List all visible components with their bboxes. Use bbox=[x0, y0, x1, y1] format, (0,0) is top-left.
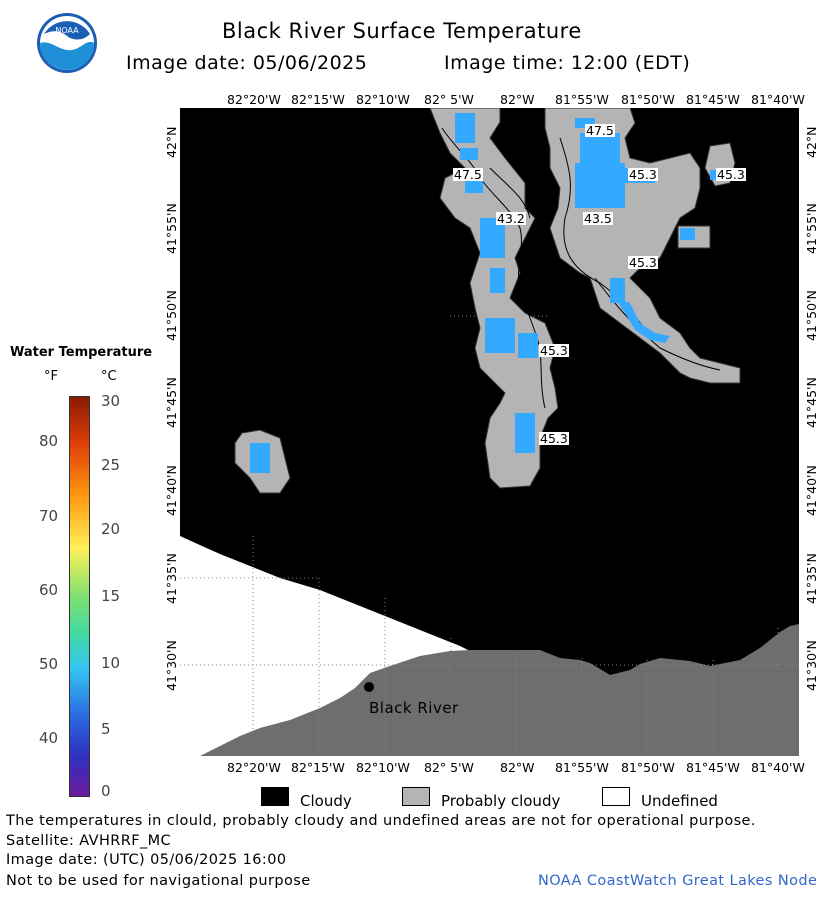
lon-tick-top: 81°40'W bbox=[751, 92, 805, 107]
colorbar-unit-c: °C bbox=[101, 369, 117, 384]
lat-tick-right: 41°30'N bbox=[804, 640, 819, 691]
c-tick: 15 bbox=[101, 587, 121, 605]
f-tick: 80 bbox=[39, 432, 59, 450]
lon-tick-top: 82°10'W bbox=[356, 92, 410, 107]
colorbar-title: Water Temperature bbox=[10, 345, 153, 360]
f-tick: 40 bbox=[39, 729, 59, 747]
probably-cloudy-swatch bbox=[402, 787, 430, 806]
utc-date: Image date: (UTC) 05/06/2025 16:00 bbox=[6, 852, 287, 868]
probably-cloudy-label: Probably cloudy bbox=[441, 792, 561, 810]
temperature-map[interactable]: 47.5 47.5 45.3 45.3 43.2 43.5 45.3 45.3 … bbox=[180, 108, 799, 756]
c-tick: 5 bbox=[101, 720, 111, 738]
f-tick: 60 bbox=[39, 581, 59, 599]
graticule bbox=[180, 315, 799, 756]
c-tick: 30 bbox=[101, 392, 121, 410]
lat-tick-left: 41°50'N bbox=[164, 290, 179, 341]
temperature-label: 45.3 bbox=[628, 167, 658, 182]
lat-tick-right: 41°55'N bbox=[804, 203, 819, 254]
map-canvas bbox=[180, 108, 799, 756]
c-tick: 20 bbox=[101, 520, 121, 538]
lon-tick-top: 82°15'W bbox=[291, 92, 345, 107]
lat-tick-right: 42°N bbox=[804, 126, 819, 158]
temperature-label: 43.5 bbox=[583, 211, 613, 226]
lon-tick-bottom: 82°10'W bbox=[356, 760, 410, 775]
temperature-label: 45.3 bbox=[628, 255, 658, 270]
noaa-logo: NOAA bbox=[36, 12, 98, 74]
disclaimer: The temperatures in clould, probably clo… bbox=[6, 813, 756, 829]
c-tick: 0 bbox=[101, 782, 111, 800]
lon-tick-bottom: 81°40'W bbox=[751, 760, 805, 775]
undefined-swatch bbox=[602, 787, 630, 806]
lon-tick-top: 81°50'W bbox=[621, 92, 675, 107]
satellite-info: Satellite: AVHRRF_MC bbox=[6, 833, 172, 849]
f-tick: 50 bbox=[39, 655, 59, 673]
lon-tick-bottom: 81°55'W bbox=[555, 760, 609, 775]
undefined-label: Undefined bbox=[641, 792, 718, 810]
lat-tick-right: 41°45'N bbox=[804, 377, 819, 428]
lat-tick-right: 41°40'N bbox=[804, 465, 819, 516]
f-tick: 70 bbox=[39, 507, 59, 525]
lon-tick-top: 82°W bbox=[500, 92, 535, 107]
logo-text: NOAA bbox=[55, 26, 79, 35]
lat-tick-right: 41°50'N bbox=[804, 290, 819, 341]
temperature-label: 45.3 bbox=[716, 167, 746, 182]
lat-tick-left: 41°45'N bbox=[164, 377, 179, 428]
lat-tick-left: 41°35'N bbox=[164, 553, 179, 604]
colorbar-unit-f: °F bbox=[44, 369, 58, 384]
black-river-marker bbox=[364, 682, 374, 692]
image-time: Image time: 12:00 (EDT) bbox=[444, 52, 691, 74]
lat-tick-right: 41°35'N bbox=[804, 553, 819, 604]
lat-tick-left: 41°55'N bbox=[164, 203, 179, 254]
cloudy-swatch bbox=[261, 787, 289, 806]
land-area bbox=[200, 624, 799, 756]
colorbar bbox=[69, 396, 90, 797]
colorbar-gradient bbox=[70, 397, 89, 796]
temperature-label: 43.2 bbox=[496, 211, 526, 226]
temperature-label: 47.5 bbox=[453, 167, 483, 182]
page-title: Black River Surface Temperature bbox=[222, 19, 582, 43]
lon-tick-top: 81°45'W bbox=[686, 92, 740, 107]
lon-tick-bottom: 81°50'W bbox=[621, 760, 675, 775]
lat-tick-left: 42°N bbox=[164, 126, 179, 158]
temperature-label: 47.5 bbox=[585, 123, 615, 138]
lon-tick-bottom: 81°45'W bbox=[686, 760, 740, 775]
temperature-label: 45.3 bbox=[539, 431, 569, 446]
place-label: Black River bbox=[369, 699, 459, 717]
temperature-label: 45.3 bbox=[539, 343, 569, 358]
probably-cloudy-areas bbox=[234, 108, 741, 494]
lon-tick-bottom: 82°W bbox=[500, 760, 535, 775]
lon-tick-top: 82° 5'W bbox=[424, 92, 474, 107]
cloudy-label: Cloudy bbox=[300, 792, 352, 810]
lon-tick-bottom: 82° 5'W bbox=[424, 760, 474, 775]
lat-tick-left: 41°40'N bbox=[164, 465, 179, 516]
lon-tick-top: 81°55'W bbox=[555, 92, 609, 107]
nav-warning: Not to be used for navigational purpose bbox=[6, 873, 311, 889]
lon-tick-top: 82°20'W bbox=[227, 92, 281, 107]
lat-tick-left: 41°30'N bbox=[164, 640, 179, 691]
lon-tick-bottom: 82°20'W bbox=[227, 760, 281, 775]
c-tick: 25 bbox=[101, 456, 121, 474]
credit-link[interactable]: NOAA CoastWatch Great Lakes Node bbox=[538, 873, 818, 889]
lon-tick-bottom: 82°15'W bbox=[291, 760, 345, 775]
image-date: Image date: 05/06/2025 bbox=[126, 52, 368, 74]
undefined-area bbox=[180, 536, 476, 756]
c-tick: 10 bbox=[101, 654, 121, 672]
